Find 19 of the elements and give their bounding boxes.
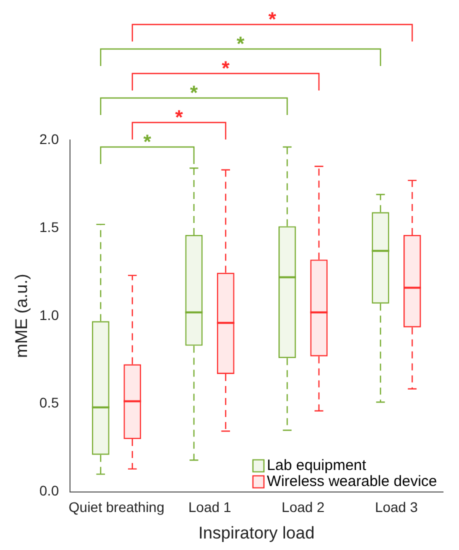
- x-tick-label: Quiet breathing: [68, 499, 164, 516]
- text: *: [222, 58, 230, 80]
- text: *: [190, 82, 198, 105]
- text: *: [268, 9, 276, 32]
- y-tick-label: 1.5: [39, 218, 60, 235]
- annotation: *: [143, 132, 152, 154]
- legend-label: Wireless wearable device: [266, 472, 438, 490]
- y-axis-title: mME (a.u.): [12, 274, 31, 358]
- y-tick-label: 2.0: [39, 130, 60, 147]
- x-tick-label: Load 1: [188, 499, 232, 516]
- text: *: [236, 34, 245, 56]
- text: *: [175, 107, 184, 130]
- y-tick-label: 0.5: [39, 394, 60, 411]
- x-tick-label: Load 2: [282, 499, 325, 516]
- x-axis-title: Inspiratory load: [198, 523, 315, 542]
- y-tick-label: 1.0: [39, 306, 60, 323]
- y-tick-label: 0.0: [39, 482, 60, 499]
- x-tick-label: Load 3: [374, 499, 418, 516]
- legend-label: Lab equipment: [266, 456, 368, 474]
